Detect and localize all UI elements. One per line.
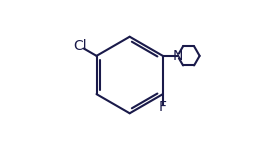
Text: N: N bbox=[172, 49, 183, 63]
Text: Cl: Cl bbox=[73, 39, 87, 53]
Text: F: F bbox=[159, 100, 167, 114]
